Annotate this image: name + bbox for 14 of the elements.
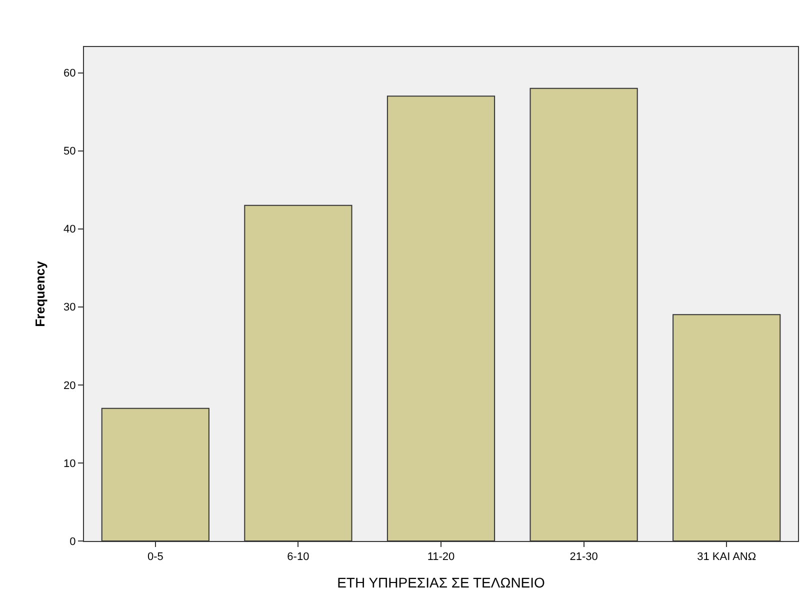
x-tick-label: 6-10 [287,551,310,564]
x-tick-label: 11-20 [427,551,455,564]
y-tick-label: 40 [64,224,76,236]
x-tick-label: 0-5 [147,551,164,564]
y-tick-label: 0 [70,536,76,548]
x-tick-label: 31 ΚΑΙ ΑΝΩ [697,551,756,564]
y-tick-label: 60 [64,68,76,80]
y-axis-title: Frequency [32,260,48,327]
x-axis-title: ΕΤΗ ΥΠΗΡΕΣΙΑΣ ΣΕ ΤΕΛΩΝΕΙΟ [337,574,546,590]
y-tick-label: 20 [64,380,76,392]
y-tick-label: 30 [64,302,76,314]
x-tick-label: 21-30 [570,551,598,564]
y-tick-label: 50 [64,146,76,158]
y-tick-label: 10 [64,458,76,470]
